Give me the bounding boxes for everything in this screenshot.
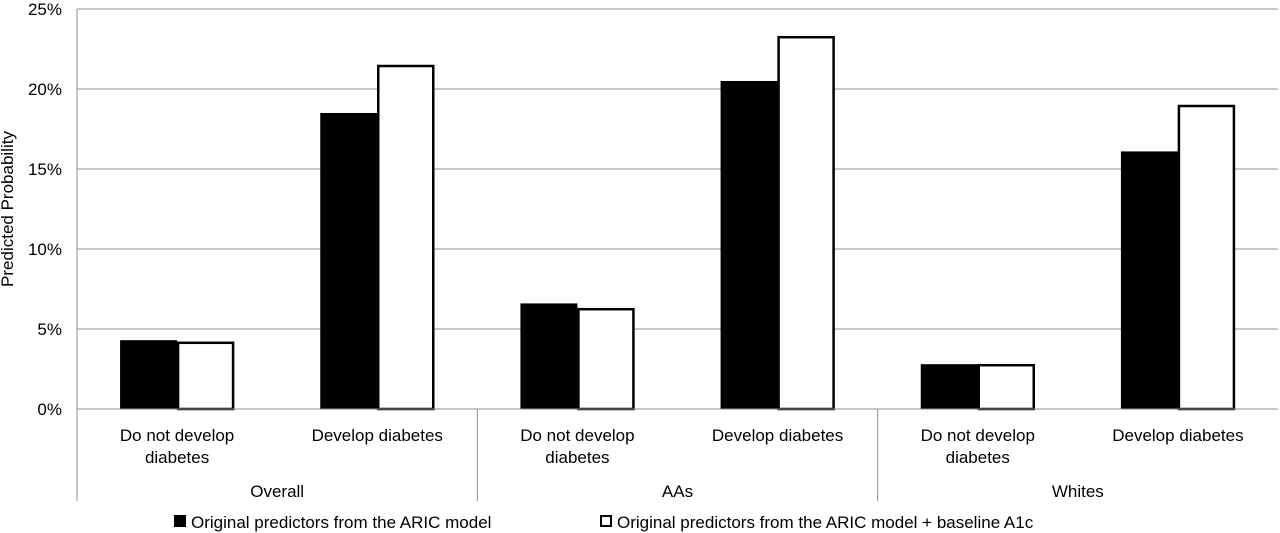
x-category-label: Develop diabetes xyxy=(1112,426,1243,445)
y-tick-labels: 0% 5% 10% 15% 20% 25% xyxy=(28,0,62,419)
y-tick-label: 25% xyxy=(28,0,62,19)
bar-series-1 xyxy=(720,81,778,409)
x-category-label: Do not develop xyxy=(120,426,234,445)
bar-series-2 xyxy=(577,307,635,411)
x-category-label: Do not develop xyxy=(520,426,634,445)
x-category-label: Do not develop xyxy=(921,426,1035,445)
y-tick-label: 5% xyxy=(37,320,62,339)
x-group-label: AAs xyxy=(662,482,693,501)
bar-series-2 xyxy=(1177,104,1236,411)
bar-series-2 xyxy=(977,363,1035,411)
bar-series-2 xyxy=(777,35,835,411)
bar-series-1 xyxy=(520,303,578,409)
x-category-label: diabetes xyxy=(946,448,1010,467)
category-labels: Do not develop diabetes Develop diabetes Do… xyxy=(120,426,1244,467)
y-tick-label: 10% xyxy=(28,240,62,259)
legend-swatch-series-2 xyxy=(600,515,612,527)
axes xyxy=(76,9,1278,501)
legend-label: Original predictors from the ARIC model xyxy=(191,513,491,532)
y-axis-label: Predicted Probability xyxy=(0,131,17,287)
bar-series-2 xyxy=(377,64,435,411)
x-category-label: Develop diabetes xyxy=(712,426,843,445)
bar-series-1 xyxy=(920,364,978,409)
x-category-label: diabetes xyxy=(545,448,609,467)
legend-swatch-series-1 xyxy=(174,515,186,527)
bar-series-2 xyxy=(176,341,235,411)
bars xyxy=(120,35,1236,411)
group-labels: Overall AAs Whites xyxy=(250,482,1104,501)
y-tick-label: 0% xyxy=(37,400,62,419)
y-tick-label: 20% xyxy=(28,80,62,99)
x-group-label: Whites xyxy=(1052,482,1104,501)
y-tick-label: 15% xyxy=(28,160,62,179)
x-group-label: Overall xyxy=(250,482,304,501)
bar-series-1 xyxy=(320,113,378,409)
x-category-label: diabetes xyxy=(145,448,209,467)
gridlines xyxy=(77,8,1278,330)
bar-series-1 xyxy=(120,340,178,409)
bar-series-1 xyxy=(1120,151,1178,409)
legend-label: Original predictors from the ARIC model … xyxy=(617,513,1034,532)
legend: Original predictors from the ARIC model O… xyxy=(174,513,1034,532)
x-category-label: Develop diabetes xyxy=(312,426,443,445)
